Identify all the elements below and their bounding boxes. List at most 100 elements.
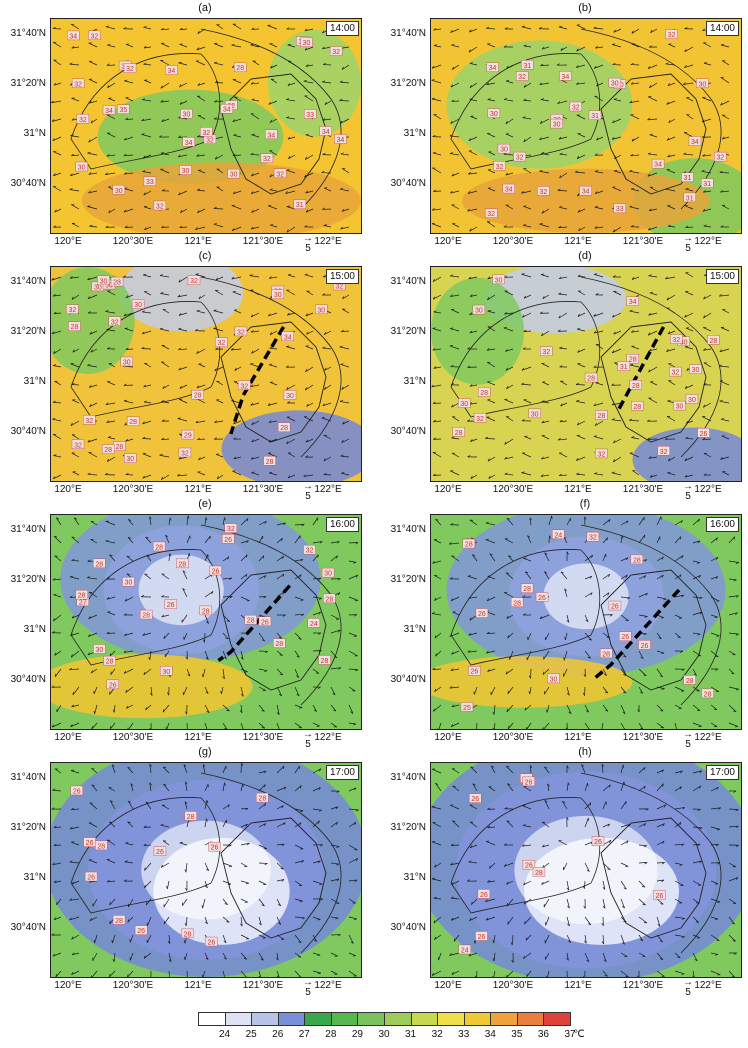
svg-text:34: 34	[284, 334, 292, 341]
shanghai-boundary	[600, 321, 707, 443]
wind-vector	[602, 668, 607, 676]
wind-vector-head	[179, 225, 183, 228]
station-temperature-label: 32	[669, 366, 682, 377]
wind-vector-head	[503, 327, 507, 329]
wind-vector	[251, 472, 260, 476]
wind-vector	[178, 348, 188, 351]
wind-vector-head	[523, 901, 526, 905]
longitude-tick: 120°E	[54, 732, 82, 743]
vector-scale-value: 5	[305, 243, 311, 254]
wind-vector	[710, 898, 721, 903]
sea-breeze-front	[594, 588, 681, 679]
wind-vector-head	[659, 675, 663, 678]
wind-vector-head	[150, 692, 153, 696]
wind-vector-head	[487, 880, 490, 883]
wind-vector	[529, 686, 532, 695]
wind-vector	[539, 82, 550, 86]
wind-vector	[348, 844, 358, 851]
wind-vector	[602, 934, 604, 945]
wind-vector-head	[718, 294, 722, 297]
wind-vector-head	[251, 422, 254, 425]
svg-text:32: 32	[126, 66, 134, 73]
wind-vector-head	[107, 347, 111, 350]
wind-vector-head	[613, 29, 616, 33]
station-temperature-label: 30	[696, 78, 709, 88]
wind-vector	[71, 808, 80, 811]
wind-vector-head	[179, 385, 182, 389]
wind-vector-head	[286, 229, 289, 233]
wind-vector	[435, 782, 442, 792]
wind-vector-head	[87, 277, 90, 281]
station-temperature-label: 32	[224, 523, 238, 533]
wind-vector-head	[233, 456, 237, 460]
wind-vector	[108, 821, 116, 828]
wind-vector-head	[142, 436, 146, 439]
wind-vector-head	[596, 137, 599, 141]
wind-vector-head	[106, 154, 110, 157]
wind-vector	[450, 275, 460, 278]
wind-vector	[656, 823, 665, 828]
wind-vector-head	[564, 636, 566, 640]
svg-text:26: 26	[621, 634, 629, 641]
svg-text:26: 26	[700, 431, 708, 438]
wind-vector-head	[286, 441, 289, 445]
vector-scale-arrow-icon: →	[303, 481, 313, 492]
wind-vector-head	[183, 764, 187, 767]
wind-vector	[649, 348, 658, 352]
wind-vector	[656, 934, 663, 943]
wind-vector	[146, 898, 152, 906]
wind-vector	[251, 420, 260, 426]
wind-vector-head	[123, 153, 127, 157]
colorbar-label: 35	[511, 1029, 523, 1040]
panel-label: (d)	[578, 250, 592, 262]
wind-vector	[178, 399, 188, 404]
wind-vector	[541, 401, 550, 404]
wind-vector-head	[231, 65, 235, 68]
wind-vector	[584, 704, 589, 713]
coastline	[580, 772, 722, 954]
wind-vector	[577, 348, 586, 353]
wind-vector-head	[242, 783, 244, 788]
wind-vector	[125, 686, 134, 693]
wind-vector	[215, 290, 224, 296]
wind-vector-head	[305, 209, 309, 213]
wind-vector-head	[184, 869, 187, 873]
wind-vector	[312, 880, 323, 885]
svg-text:28: 28	[187, 814, 195, 821]
station-temperature-label: 34	[626, 296, 639, 306]
wind-vector-head	[629, 418, 633, 421]
vector-scale-value: 5	[305, 491, 311, 502]
wind-vector	[452, 223, 460, 228]
wind-vector	[305, 312, 314, 317]
longitude-tick: 122°E	[694, 980, 722, 991]
wind-vector-head	[340, 152, 344, 155]
wind-vector-head	[521, 367, 525, 371]
station-temperature-label: 30	[547, 673, 560, 683]
wind-vector-head	[715, 655, 719, 658]
wind-vector	[620, 520, 629, 526]
station-temperature-label: 28	[477, 387, 491, 397]
temperature-wind-map: 3232303130323034323330323132343032343431…	[430, 18, 742, 234]
temperature-region	[119, 267, 244, 332]
wind-vector-head	[51, 331, 55, 335]
colorbar-swatch	[437, 1012, 465, 1026]
latitude-tick: 31°40'N	[390, 524, 426, 535]
wind-vector	[601, 764, 604, 774]
wind-vector	[521, 366, 532, 371]
wind-vector-head	[684, 385, 688, 389]
wind-vector	[216, 24, 224, 30]
longitude-tick: 121°30'E	[622, 484, 664, 495]
svg-text:34: 34	[168, 68, 176, 75]
wind-vector	[485, 898, 496, 903]
wind-vector	[685, 188, 694, 192]
wind-vector	[72, 952, 80, 956]
wind-vector	[168, 517, 171, 526]
wind-vector	[451, 402, 460, 408]
wind-vector	[197, 115, 206, 120]
wind-vector-head	[71, 704, 75, 708]
wind-vector	[87, 473, 98, 476]
wind-vector-head	[355, 858, 359, 862]
wind-vector	[469, 384, 478, 387]
wind-vector	[294, 574, 302, 580]
wind-vector	[287, 474, 296, 479]
